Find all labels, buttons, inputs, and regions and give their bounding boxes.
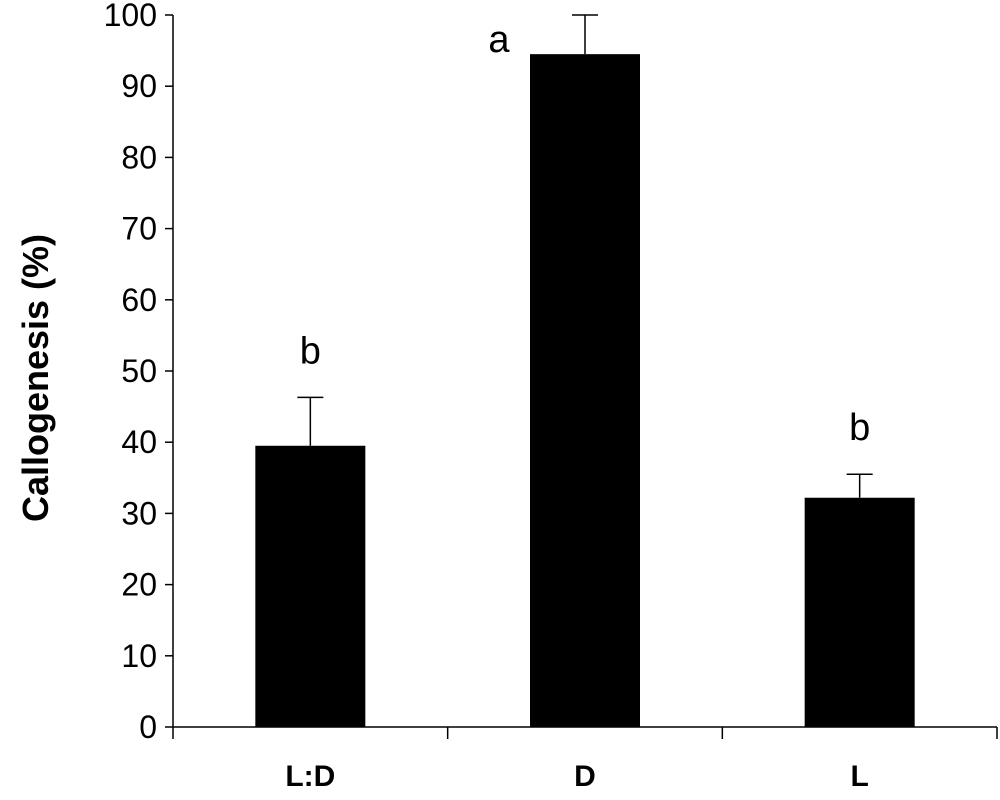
bar-d	[530, 54, 640, 728]
axes: 0 10 20 30 40 50 60 70 80 90 100	[104, 0, 998, 745]
x-tick-label: L	[851, 760, 869, 793]
y-axis-title: Callogenesis (%)	[15, 234, 56, 522]
y-tick-label: 50	[121, 353, 157, 389]
y-tick-label: 0	[139, 709, 157, 745]
y-tick-label: 40	[121, 424, 157, 460]
significance-label: b	[849, 407, 870, 449]
bars	[255, 14, 915, 728]
significance-label: a	[488, 19, 510, 61]
x-tick-label: L:D	[285, 760, 335, 793]
bar-l	[804, 497, 915, 727]
x-tick-label: D	[574, 760, 596, 793]
y-tick-label: 30	[121, 495, 157, 531]
y-tick-label: 60	[121, 282, 157, 318]
y-tick-label: 70	[121, 211, 157, 247]
y-tick-label: 90	[121, 68, 157, 104]
y-tick-label: 20	[121, 567, 157, 603]
labels: L:D b Da Lb	[285, 19, 870, 793]
y-tick-label: 80	[121, 139, 157, 175]
bar-ld	[255, 445, 366, 727]
y-tick-label: 100	[104, 0, 157, 33]
significance-label: b	[300, 330, 321, 372]
y-tick-label: 10	[121, 638, 157, 674]
